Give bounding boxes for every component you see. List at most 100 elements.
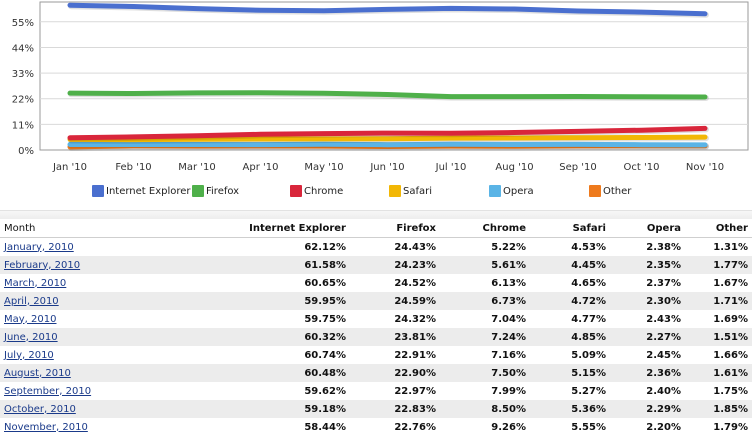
data-point — [131, 134, 136, 139]
column-header-chrome[interactable]: Chrome — [440, 219, 530, 238]
legend-item-other[interactable]: Other — [589, 182, 631, 200]
month-link[interactable]: October, 2010 — [4, 403, 76, 415]
data-point — [385, 7, 390, 12]
legend-label: Opera — [503, 185, 534, 197]
series-chrome — [67, 125, 709, 142]
legend-swatch — [389, 185, 401, 197]
data-point — [385, 136, 390, 141]
share-cell: 4.45% — [530, 256, 610, 274]
share-cell: 62.12% — [304, 241, 346, 253]
share-cell: 1.69% — [713, 313, 748, 325]
share-cell: 4.77% — [571, 313, 606, 325]
share-cell: 2.45% — [646, 349, 681, 361]
share-cell: 5.15% — [530, 364, 610, 382]
data-point — [449, 6, 453, 11]
table-row: February, 2010 61.58% 24.23% 5.61% 4.45% 2.35… — [0, 256, 752, 274]
data-point — [322, 142, 326, 147]
data-point — [512, 130, 517, 135]
series-internet-explorer — [67, 2, 709, 18]
column-header-safari[interactable]: Safari — [530, 219, 610, 238]
month-link[interactable]: July, 2010 — [4, 349, 54, 361]
share-cell: 5.55% — [571, 421, 606, 433]
x-tick-label: Jun '10 — [369, 162, 404, 173]
share-cell: 24.23% — [350, 256, 440, 274]
share-cell: 7.99% — [491, 385, 526, 397]
share-cell: 1.85% — [685, 400, 752, 418]
data-point — [258, 142, 263, 147]
y-tick-label: 22% — [12, 95, 34, 106]
month-link[interactable]: April, 2010 — [4, 295, 59, 307]
share-cell: 22.76% — [394, 421, 436, 433]
table-header-row: Month Internet Explorer Firefox Chrome S… — [0, 219, 752, 238]
series-opera — [67, 141, 709, 149]
data-point — [322, 136, 326, 141]
month-cell: April, 2010 — [0, 292, 170, 310]
data-point — [576, 142, 580, 147]
data-point — [639, 135, 644, 140]
month-link[interactable]: September, 2010 — [4, 385, 92, 397]
share-cell: 59.95% — [170, 292, 350, 310]
y-tick-label: 33% — [12, 69, 34, 80]
share-cell: 1.67% — [713, 277, 748, 289]
month-cell: June, 2010 — [0, 328, 170, 346]
share-cell: 2.36% — [610, 364, 685, 382]
legend-item-opera[interactable]: Opera — [489, 182, 534, 200]
data-point — [322, 8, 326, 13]
data-point — [385, 92, 390, 97]
share-cell: 59.62% — [304, 385, 346, 397]
x-tick-label: Jan '10 — [52, 162, 87, 173]
share-cell: 23.81% — [350, 328, 440, 346]
share-cell: 24.43% — [394, 241, 436, 253]
legend-item-internet-explorer[interactable]: Internet Explorer — [92, 182, 191, 200]
legend-swatch — [192, 185, 204, 197]
month-link[interactable]: August, 2010 — [4, 367, 71, 379]
table-row: November, 2010 58.44% 22.76% 9.26% 5.55% 2.20… — [0, 418, 752, 436]
legend-label: Firefox — [206, 185, 240, 197]
legend-item-firefox[interactable]: Firefox — [192, 182, 239, 200]
share-cell: 2.27% — [610, 328, 685, 346]
month-cell: September, 2010 — [0, 382, 170, 400]
data-point — [576, 94, 580, 99]
data-point — [195, 90, 199, 95]
month-link[interactable]: February, 2010 — [4, 259, 81, 271]
y-tick-label: 0% — [18, 146, 34, 157]
month-link[interactable]: January, 2010 — [4, 241, 74, 253]
y-tick-label: 55% — [12, 18, 34, 29]
data-point — [195, 133, 199, 138]
data-point — [576, 135, 580, 140]
data-point — [131, 91, 136, 96]
share-cell: 58.44% — [304, 421, 346, 433]
share-cell: 2.35% — [610, 256, 685, 274]
month-link[interactable]: June, 2010 — [4, 331, 58, 343]
data-point — [385, 131, 390, 136]
share-cell: 9.26% — [491, 421, 526, 433]
column-header-opera[interactable]: Opera — [610, 219, 685, 238]
column-header-other[interactable]: Other — [685, 219, 752, 238]
data-point — [576, 129, 580, 134]
month-link[interactable]: November, 2010 — [4, 421, 88, 433]
month-link[interactable]: March, 2010 — [4, 277, 67, 289]
share-cell: 6.73% — [440, 292, 530, 310]
legend-item-chrome[interactable]: Chrome — [290, 182, 343, 200]
month-cell: July, 2010 — [0, 346, 170, 364]
data-point — [639, 128, 644, 133]
share-cell: 4.72% — [530, 292, 610, 310]
share-cell: 2.37% — [646, 277, 681, 289]
share-cell: 6.13% — [491, 277, 526, 289]
column-header-month[interactable]: Month — [0, 219, 170, 238]
legend-item-safari[interactable]: Safari — [389, 182, 432, 200]
share-cell: 2.40% — [646, 385, 681, 397]
column-header-internet-explorer[interactable]: Internet Explorer — [170, 219, 350, 238]
data-point — [703, 126, 707, 131]
share-cell: 2.43% — [646, 313, 681, 325]
x-tick-label: Nov '10 — [686, 162, 724, 173]
data-point — [639, 94, 644, 99]
share-cell: 4.85% — [530, 328, 610, 346]
data-point — [512, 94, 517, 99]
data-point — [703, 94, 707, 99]
share-cell: 5.27% — [571, 385, 606, 397]
series-firefox — [67, 90, 709, 101]
month-link[interactable]: May, 2010 — [4, 313, 57, 325]
column-header-firefox[interactable]: Firefox — [350, 219, 440, 238]
data-point — [449, 136, 453, 141]
